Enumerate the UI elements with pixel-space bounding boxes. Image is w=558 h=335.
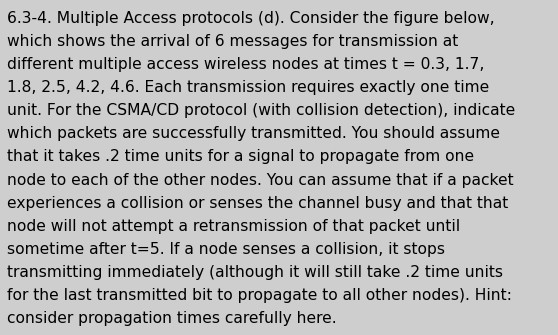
Text: different multiple access wireless nodes at times t = 0.3, 1.7,: different multiple access wireless nodes… [7, 57, 484, 72]
Text: node to each of the other nodes. You can assume that if a packet: node to each of the other nodes. You can… [7, 173, 513, 188]
Text: node will not attempt a retransmission of that packet until: node will not attempt a retransmission o… [7, 219, 460, 234]
Text: 1.8, 2.5, 4.2, 4.6. Each transmission requires exactly one time: 1.8, 2.5, 4.2, 4.6. Each transmission re… [7, 80, 489, 95]
Text: that it takes .2 time units for a signal to propagate from one: that it takes .2 time units for a signal… [7, 149, 474, 164]
Text: experiences a collision or senses the channel busy and that that: experiences a collision or senses the ch… [7, 196, 508, 211]
Text: which packets are successfully transmitted. You should assume: which packets are successfully transmitt… [7, 126, 500, 141]
Text: transmitting immediately (although it will still take .2 time units: transmitting immediately (although it wi… [7, 265, 503, 280]
Text: consider propagation times carefully here.: consider propagation times carefully her… [7, 311, 336, 326]
Text: 6.3-4. Multiple Access protocols (d). Consider the figure below,: 6.3-4. Multiple Access protocols (d). Co… [7, 11, 494, 26]
Text: which shows the arrival of 6 messages for transmission at: which shows the arrival of 6 messages fo… [7, 34, 458, 49]
Text: for the last transmitted bit to propagate to all other nodes). Hint:: for the last transmitted bit to propagat… [7, 288, 512, 303]
Text: sometime after t=5. If a node senses a collision, it stops: sometime after t=5. If a node senses a c… [7, 242, 445, 257]
Text: unit. For the CSMA/CD protocol (with collision detection), indicate: unit. For the CSMA/CD protocol (with col… [7, 103, 515, 118]
